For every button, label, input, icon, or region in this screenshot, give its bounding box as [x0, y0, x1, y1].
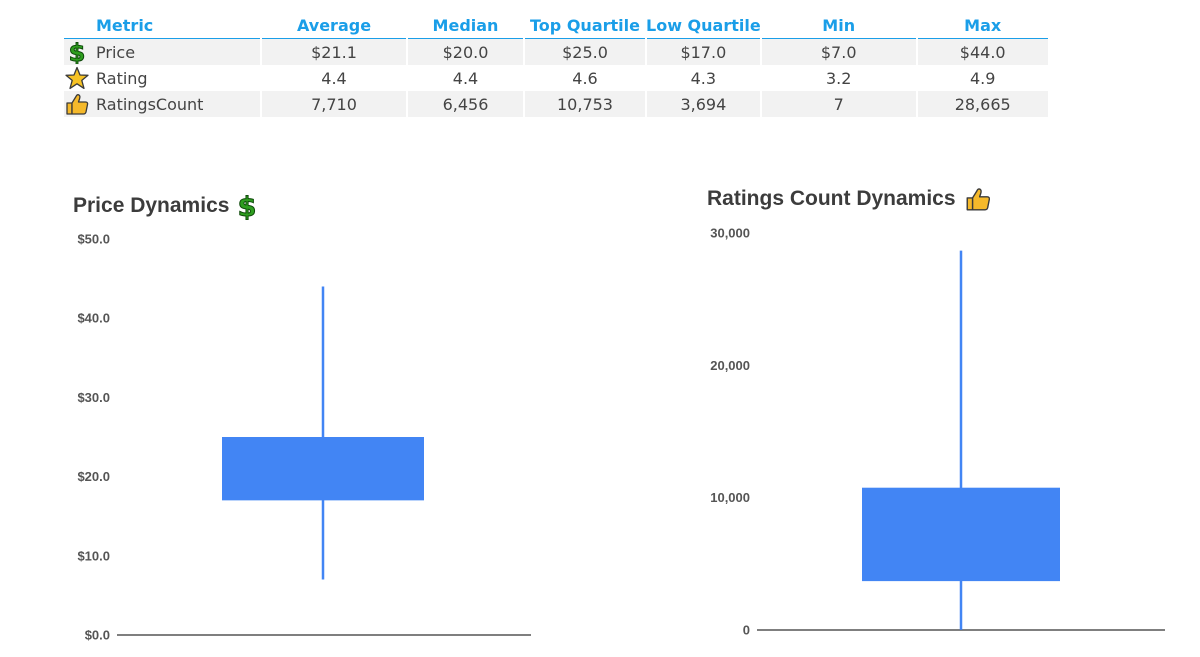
metric-label: Price: [96, 42, 136, 62]
thumbs-up-icon: [964, 186, 992, 212]
ratings-chart-title-text: Ratings Count Dynamics: [707, 187, 956, 210]
svg-text:$: $: [238, 192, 257, 220]
metric-cell: RatingsCount: [64, 91, 262, 117]
header-min: Min: [760, 12, 917, 39]
table-row: $ Price $21.1 $20.0 $25.0 $17.0 $7.0 $44…: [64, 38, 1050, 65]
average-cell: 7,710: [261, 91, 408, 117]
price-y-tick-label: $40.0: [77, 311, 110, 326]
price-y-tick-label: $20.0: [77, 469, 110, 484]
median-cell: 6,456: [407, 91, 525, 117]
thumbs-up-icon: [64, 92, 90, 116]
median-cell: 4.4: [407, 65, 525, 91]
metric-label: Rating: [96, 68, 148, 88]
svg-text:$: $: [69, 40, 86, 64]
dollar-icon: $: [237, 192, 258, 220]
average-cell: $21.1: [261, 38, 408, 65]
top-quartile-cell: $25.0: [524, 38, 647, 65]
top-quartile-cell: 10,753: [524, 91, 647, 117]
header-average: Average: [261, 12, 407, 39]
star-icon: [64, 66, 90, 90]
ratings-y-tick-label: 0: [743, 623, 750, 638]
table-row: RatingsCount 7,710 6,456 10,753 3,694 7 …: [64, 91, 1050, 117]
metric-cell: Rating: [64, 65, 262, 91]
max-cell: $44.0: [916, 38, 1050, 65]
min-cell: 3.2: [760, 65, 918, 91]
header-metric: Metric: [64, 12, 261, 39]
low-quartile-cell: 3,694: [646, 91, 762, 117]
average-cell: 4.4: [261, 65, 408, 91]
header-top-quartile: Top Quartile: [524, 12, 646, 39]
max-cell: 4.9: [916, 65, 1050, 91]
ratings-box: [862, 487, 1060, 582]
median-cell: $20.0: [407, 38, 525, 65]
ratings-chart-title: Ratings Count Dynamics: [707, 186, 992, 212]
min-cell: $7.0: [760, 38, 918, 65]
price-y-tick-label: $30.0: [77, 390, 110, 405]
price-y-tick-label: $10.0: [77, 548, 110, 563]
low-quartile-cell: $17.0: [646, 38, 762, 65]
header-median: Median: [407, 12, 524, 39]
header-low-quartile: Low Quartile: [646, 12, 761, 39]
ratings-y-tick-label: 30,000: [710, 226, 750, 241]
table-header-row: Metric Average Median Top Quartile Low Q…: [64, 12, 1049, 39]
price-chart-title-text: Price Dynamics: [73, 194, 230, 217]
header-max: Max: [916, 12, 1049, 39]
price-y-tick-label: $50.0: [77, 232, 110, 247]
max-cell: 28,665: [916, 91, 1050, 117]
metric-cell: $ Price: [64, 38, 262, 65]
table-row: Rating 4.4 4.4 4.6 4.3 3.2 4.9: [64, 65, 1050, 91]
metric-label: RatingsCount: [96, 94, 204, 114]
ratings-y-tick-label: 20,000: [710, 358, 750, 373]
price-box: [222, 437, 424, 501]
dollar-icon: $: [64, 40, 90, 64]
stats-table: Metric Average Median Top Quartile Low Q…: [64, 12, 1050, 117]
price-dynamics-chart: $0.0 $10.0 $20.0 $30.0 $40.0 $50.0: [77, 232, 531, 643]
price-y-tick-label: $0.0: [85, 628, 110, 643]
ratings-y-tick-label: 10,000: [710, 490, 750, 505]
min-cell: 7: [760, 91, 918, 117]
top-quartile-cell: 4.6: [524, 65, 647, 91]
price-chart-title: Price Dynamics $: [73, 192, 257, 220]
low-quartile-cell: 4.3: [646, 65, 762, 91]
